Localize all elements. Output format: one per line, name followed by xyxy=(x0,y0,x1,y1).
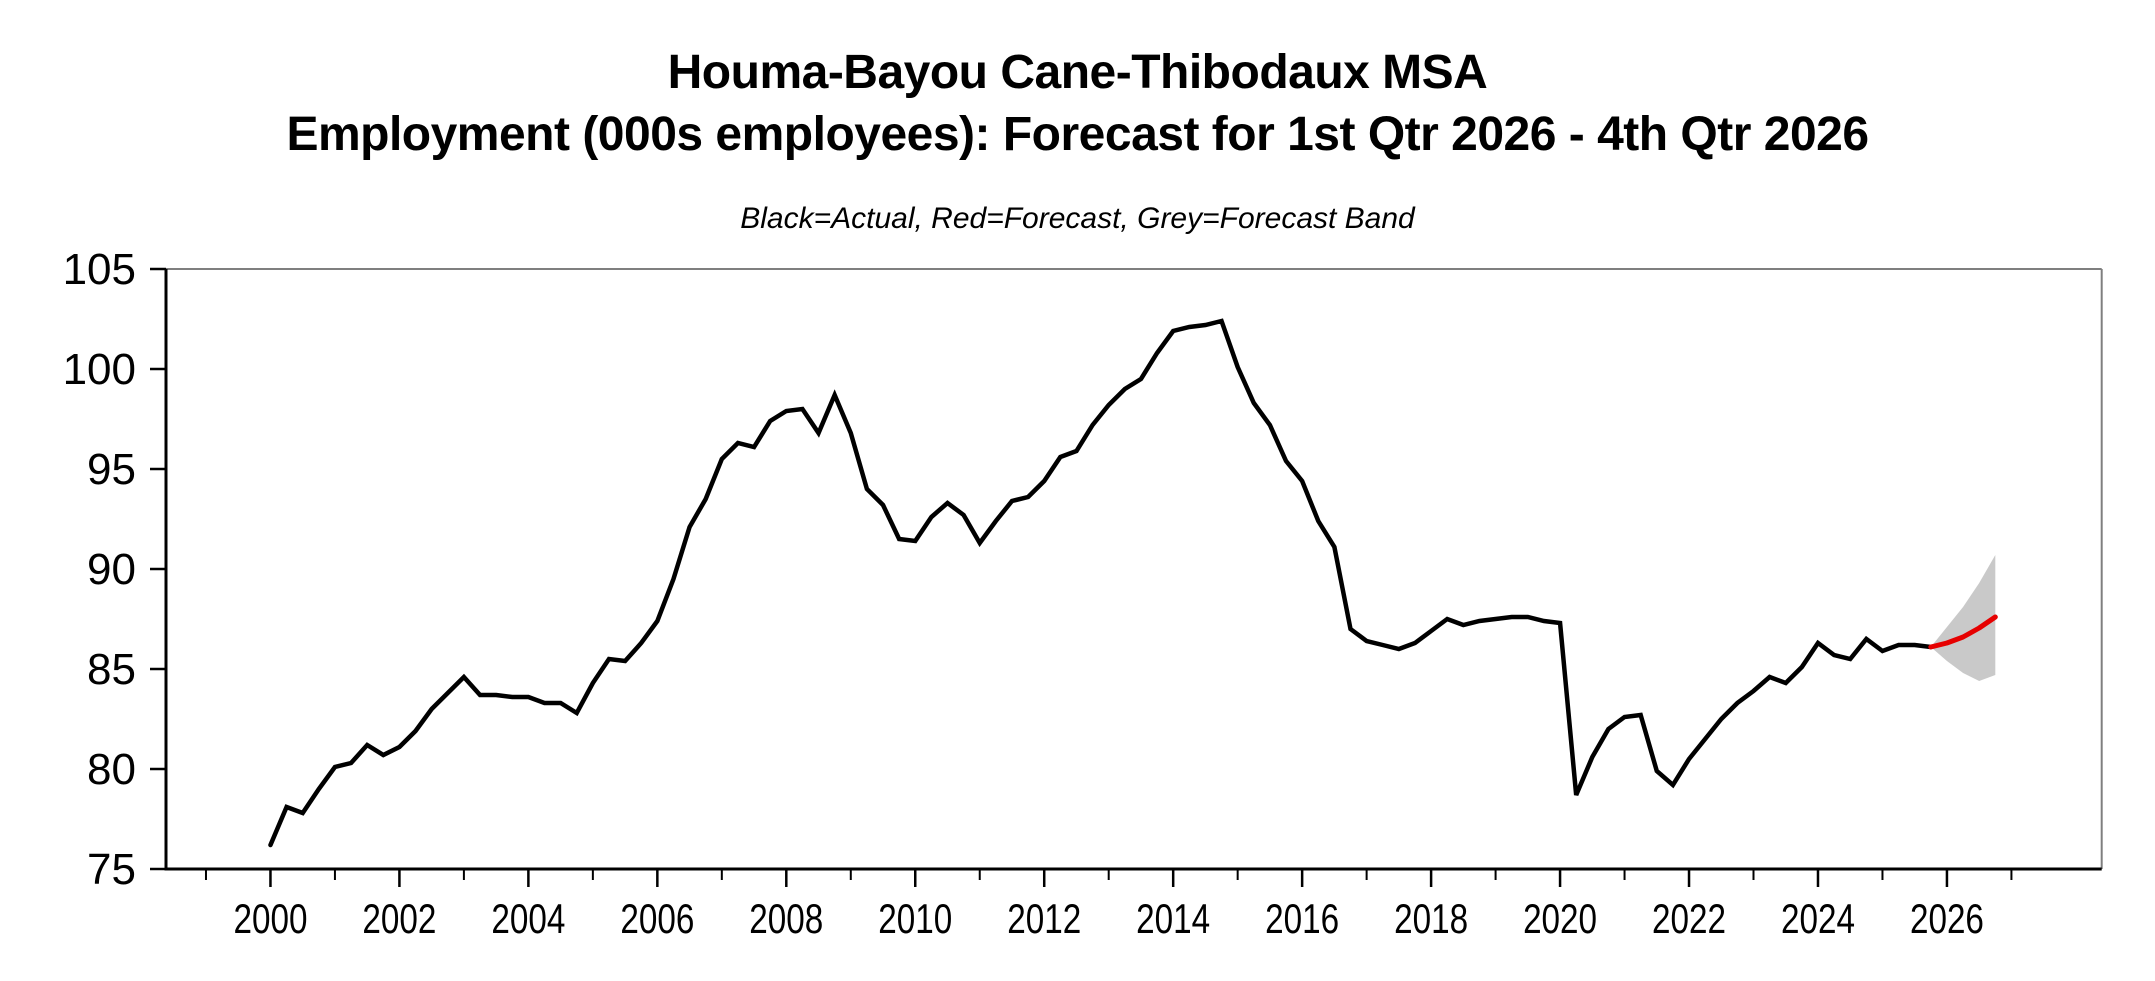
x-axis-tick-label: 2004 xyxy=(491,895,565,942)
y-axis-tick-label: 90 xyxy=(87,545,136,594)
x-axis-tick-label: 2024 xyxy=(1781,895,1855,942)
x-axis-tick-label: 2018 xyxy=(1394,895,1468,942)
forecast-series-line xyxy=(1928,614,1998,650)
x-axis-tick-label: 2020 xyxy=(1523,895,1597,942)
actual-series-line xyxy=(268,318,1934,848)
x-axis-tick-label: 2000 xyxy=(233,895,307,942)
x-axis-tick-label: 2008 xyxy=(749,895,823,942)
x-axis-tick-label: 2026 xyxy=(1910,895,1984,942)
y-axis-tick-label: 105 xyxy=(63,245,136,294)
y-axis-tick-label: 95 xyxy=(87,445,136,494)
y-axis-tick-label: 80 xyxy=(87,745,136,794)
x-axis-tick-label: 2016 xyxy=(1265,895,1339,942)
y-axis-tick-label: 85 xyxy=(87,645,136,694)
x-axis-tick-label: 2010 xyxy=(878,895,952,942)
y-axis-tick-label: 75 xyxy=(87,845,136,894)
x-axis-tick-label: 2012 xyxy=(1007,895,1081,942)
x-axis-tick-label: 2006 xyxy=(620,895,694,942)
x-axis-tick-label: 2022 xyxy=(1652,895,1726,942)
x-axis-tick-label: 2002 xyxy=(362,895,436,942)
chart-legend-note: Black=Actual, Red=Forecast, Grey=Forecas… xyxy=(740,202,1415,235)
forecast-band-area xyxy=(1930,555,1996,681)
y-axis-tick-label: 100 xyxy=(63,345,136,394)
chart-title-line2: Employment (000s employees): Forecast fo… xyxy=(286,108,1869,161)
chart-title-line1: Houma-Bayou Cane-Thibodaux MSA xyxy=(667,46,1488,99)
x-axis-tick-label: 2014 xyxy=(1136,895,1210,942)
chart-title: Houma-Bayou Cane-Thibodaux MSA Employmen… xyxy=(0,42,2155,166)
